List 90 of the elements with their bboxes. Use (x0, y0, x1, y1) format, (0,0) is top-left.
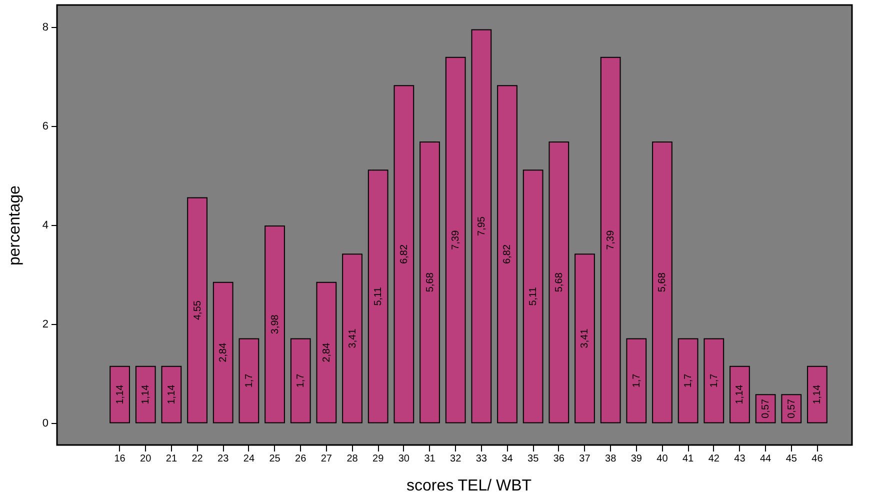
x-tick-label: 34 (502, 454, 514, 464)
y-axis-title: percentage (6, 185, 24, 266)
data-label: 6,82 (398, 244, 410, 264)
bar (394, 85, 414, 424)
bar (522, 170, 544, 424)
x-tick-label: 35 (528, 454, 540, 464)
data-label: 2,84 (218, 342, 230, 362)
x-tick-label: 28 (346, 454, 358, 464)
x-tick-label: 45 (786, 454, 798, 464)
data-label: 0,57 (786, 398, 798, 418)
y-tick-label: 6 (42, 120, 48, 133)
bar (652, 141, 672, 424)
x-tick-label: 22 (192, 454, 204, 464)
y-tick-label: 2 (42, 318, 48, 330)
x-tick-label: 46 (812, 454, 824, 464)
x-tick-label: 30 (398, 454, 410, 464)
data-label: 7,39 (606, 230, 617, 250)
data-label: 1,14 (140, 384, 152, 404)
bar (187, 197, 208, 424)
x-tick-label: 25 (269, 454, 281, 464)
y-tick-label: 4 (42, 220, 48, 232)
data-label: 1,14 (114, 384, 126, 404)
x-tick-label: 41 (682, 454, 694, 464)
x-tick-label: 40 (656, 454, 668, 464)
x-tick-label: 26 (295, 454, 307, 464)
bar (497, 85, 518, 424)
x-tick-label: 20 (140, 454, 152, 464)
bar (574, 254, 595, 424)
bar (420, 141, 440, 424)
x-tick-label: 23 (218, 454, 230, 464)
bar (264, 225, 285, 424)
bar (626, 338, 647, 424)
x-tick-label: 29 (372, 454, 384, 464)
bar (316, 282, 337, 424)
data-label: 1,7 (631, 373, 642, 388)
x-tick-label: 42 (708, 454, 720, 464)
bar (212, 282, 234, 424)
data-label: 0,57 (760, 398, 772, 418)
x-tick-label: 43 (734, 454, 746, 464)
bar (110, 366, 130, 424)
bar (548, 141, 570, 424)
x-tick-label: 31 (424, 454, 436, 464)
bar (445, 56, 466, 424)
data-label: 1,7 (244, 373, 255, 388)
data-label: 7,95 (476, 216, 488, 236)
data-label: 1,7 (708, 373, 720, 388)
data-label: 1,14 (812, 384, 824, 404)
bar (161, 366, 182, 424)
data-label: 3,41 (347, 328, 358, 348)
y-tick-label: 0 (42, 417, 48, 430)
data-label: 5,68 (554, 272, 565, 292)
x-tick-label: 44 (760, 454, 772, 464)
data-label: 5,11 (528, 286, 540, 306)
bar (678, 338, 698, 424)
x-tick-label: 27 (320, 454, 332, 464)
x-tick-label: 24 (243, 454, 255, 464)
bar (730, 366, 750, 424)
data-label: 7,39 (450, 230, 462, 250)
data-label: 5,68 (657, 272, 668, 292)
bar (342, 254, 362, 424)
x-tick-label: 16 (114, 454, 126, 464)
y-tick-label: 8 (42, 22, 48, 34)
bar (238, 338, 260, 424)
bar (600, 56, 621, 424)
x-tick-label: 37 (579, 454, 591, 464)
x-tick-label: 32 (450, 454, 462, 464)
bar (781, 394, 802, 424)
x-tick-label: 38 (605, 454, 617, 464)
bar (135, 366, 156, 424)
x-axis-title: scores TEL/ WBT (406, 478, 532, 494)
bar (368, 170, 388, 424)
bar (290, 338, 311, 424)
bar (471, 29, 492, 424)
data-label: 5,11 (373, 286, 384, 306)
x-tick-label: 39 (630, 454, 642, 464)
data-label: 3,98 (270, 314, 281, 334)
data-label: 1,7 (683, 373, 694, 388)
x-tick-label: 21 (166, 454, 178, 464)
x-tick-label: 33 (476, 454, 488, 464)
bar (704, 338, 724, 424)
bar (807, 366, 828, 424)
data-label: 4,55 (192, 300, 204, 320)
data-label: 6,82 (502, 244, 514, 264)
data-label: 1,7 (296, 373, 307, 388)
x-tick-label: 36 (553, 454, 565, 464)
data-label: 2,84 (321, 342, 332, 362)
data-label: 1,14 (734, 384, 746, 404)
data-label: 5,68 (424, 272, 436, 292)
data-label: 1,14 (166, 384, 178, 404)
data-label: 3,41 (580, 328, 591, 348)
